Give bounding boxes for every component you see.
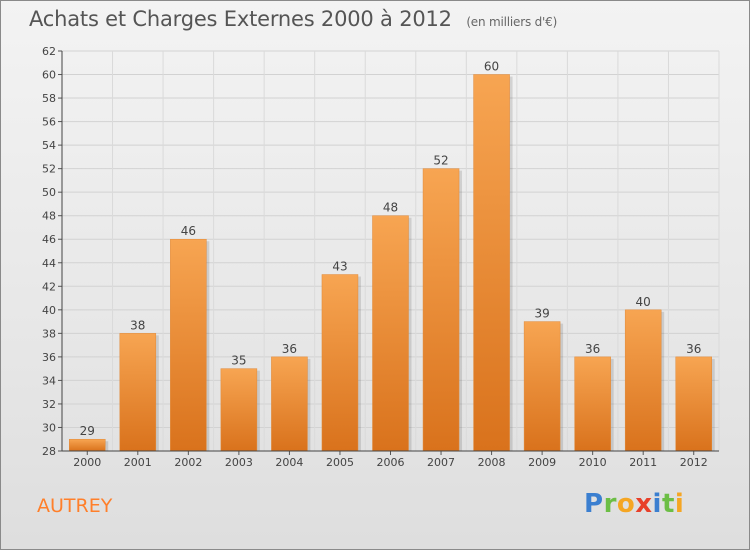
bar-2001 — [119, 333, 157, 452]
place-name: AUTREY — [37, 495, 113, 517]
y-tick-label: 36 — [42, 351, 56, 364]
y-tick-label: 38 — [42, 327, 56, 340]
y-tick-label: 40 — [42, 304, 56, 317]
x-tick-label: 2004 — [275, 456, 303, 469]
bar-value-label: 43 — [332, 260, 347, 274]
x-tick-label: 2009 — [528, 456, 556, 469]
y-tick-label: 28 — [42, 445, 56, 458]
bar-2000 — [69, 438, 106, 452]
bar-value-label: 52 — [433, 154, 448, 168]
x-tick-label: 2008 — [478, 456, 506, 469]
y-tick-label: 60 — [42, 69, 56, 82]
x-tick-label: 2012 — [680, 456, 708, 469]
x-tick-label: 2011 — [629, 456, 657, 469]
proxiti-logo: Proxiti — [584, 489, 685, 519]
bar-2005 — [321, 274, 359, 452]
x-tick-label: 2002 — [174, 456, 202, 469]
bar-2007 — [422, 168, 460, 452]
y-tick-label: 30 — [42, 421, 56, 434]
y-tick-label: 56 — [42, 116, 56, 129]
y-tick-label: 48 — [42, 210, 56, 223]
bar-value-label: 40 — [636, 295, 651, 309]
y-tick-label: 42 — [42, 280, 56, 293]
axes — [58, 50, 719, 455]
chart-title-block: Achats et Charges Externes 2000 à 2012 (… — [29, 7, 557, 31]
bar-2008 — [473, 74, 510, 452]
labels: 28 30 32 34 36 38 40 42 44 46 48 50 52 54 56 58 60 62 29 20… — [42, 45, 708, 469]
x-tick-label: 2005 — [326, 456, 354, 469]
bar-value-label: 60 — [484, 60, 499, 74]
bar-value-label: 36 — [282, 342, 297, 356]
chart-title: Achats et Charges Externes 2000 à 2012 — [29, 7, 452, 31]
x-tick-label: 2001 — [124, 456, 152, 469]
bar-2012 — [675, 356, 712, 452]
x-tick-label: 2010 — [579, 456, 607, 469]
bar-value-label: 36 — [686, 342, 701, 356]
bar-2006 — [372, 215, 409, 452]
bar-value-label: 38 — [130, 318, 145, 332]
y-tick-label: 50 — [42, 186, 56, 199]
y-tick-label: 34 — [42, 374, 56, 387]
bar-2002 — [170, 238, 207, 452]
y-tick-label: 44 — [42, 257, 56, 270]
bar-value-label: 48 — [383, 201, 398, 215]
chart-subtitle: (en milliers d'€) — [466, 15, 558, 29]
x-tick-label: 2000 — [73, 456, 101, 469]
y-tick-label: 52 — [42, 163, 56, 176]
bar-2009 — [523, 321, 561, 452]
bar-value-label: 39 — [534, 307, 549, 321]
bar-2003 — [220, 368, 258, 452]
y-tick-label: 32 — [42, 398, 56, 411]
bar-2011 — [624, 309, 662, 452]
bar-2004 — [271, 356, 308, 452]
y-tick-label: 58 — [42, 92, 56, 105]
y-tick-label: 46 — [42, 233, 56, 246]
y-tick-label: 62 — [42, 45, 56, 58]
bar-value-label: 29 — [80, 424, 95, 438]
bar-value-label: 35 — [231, 354, 246, 368]
x-tick-label: 2007 — [427, 456, 455, 469]
bar-value-label: 46 — [181, 224, 196, 238]
bar-value-label: 36 — [585, 342, 600, 356]
bars — [69, 74, 715, 452]
x-tick-label: 2003 — [225, 456, 253, 469]
y-tick-label: 54 — [42, 139, 56, 152]
x-tick-label: 2006 — [377, 456, 405, 469]
bar-2010 — [574, 356, 611, 452]
